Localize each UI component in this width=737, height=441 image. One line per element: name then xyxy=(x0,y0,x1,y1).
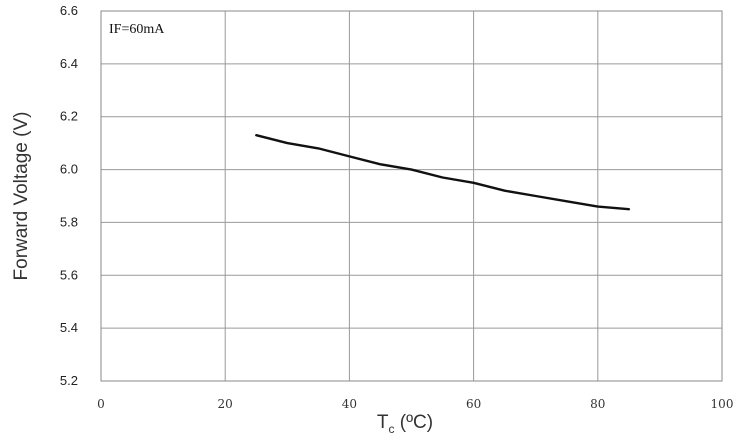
current-annotation: IF=60mA xyxy=(109,22,165,37)
x-tick-label: 0 xyxy=(97,397,105,411)
y-tick-label: 5.6 xyxy=(60,267,78,282)
y-tick-label: 6.2 xyxy=(60,109,78,124)
x-tick-label: 100 xyxy=(711,397,734,411)
y-tick-label: 6.4 xyxy=(60,56,78,71)
series-group xyxy=(255,133,631,211)
x-tick-labels: 0 20 40 60 80 100 xyxy=(97,397,733,411)
y-tick-label: 5.8 xyxy=(60,214,78,229)
x-tick-label: 40 xyxy=(342,397,357,411)
y-axis-title: Forward Voltage (V) xyxy=(11,112,32,281)
x-tick-label: 20 xyxy=(218,397,233,411)
y-tick-label: 5.4 xyxy=(60,320,78,335)
y-tick-labels: 5.2 5.4 5.6 5.8 6.0 6.2 6.4 6.6 xyxy=(60,3,78,388)
y-tick-label: 5.2 xyxy=(60,373,78,388)
x-tick-label: 80 xyxy=(590,397,605,411)
x-axis-title-subscript: c xyxy=(389,422,395,436)
x-tick-label: 60 xyxy=(466,397,481,411)
y-tick-label: 6.0 xyxy=(60,162,78,177)
x-axis-title: Tc (ºC) xyxy=(377,412,433,436)
series-line xyxy=(255,133,631,211)
y-tick-label: 6.6 xyxy=(60,3,78,18)
chart-grid xyxy=(100,10,723,382)
x-axis-title-main: T xyxy=(377,412,389,433)
plot-frame xyxy=(100,10,723,382)
x-axis-title-unit: (ºC) xyxy=(395,412,434,433)
